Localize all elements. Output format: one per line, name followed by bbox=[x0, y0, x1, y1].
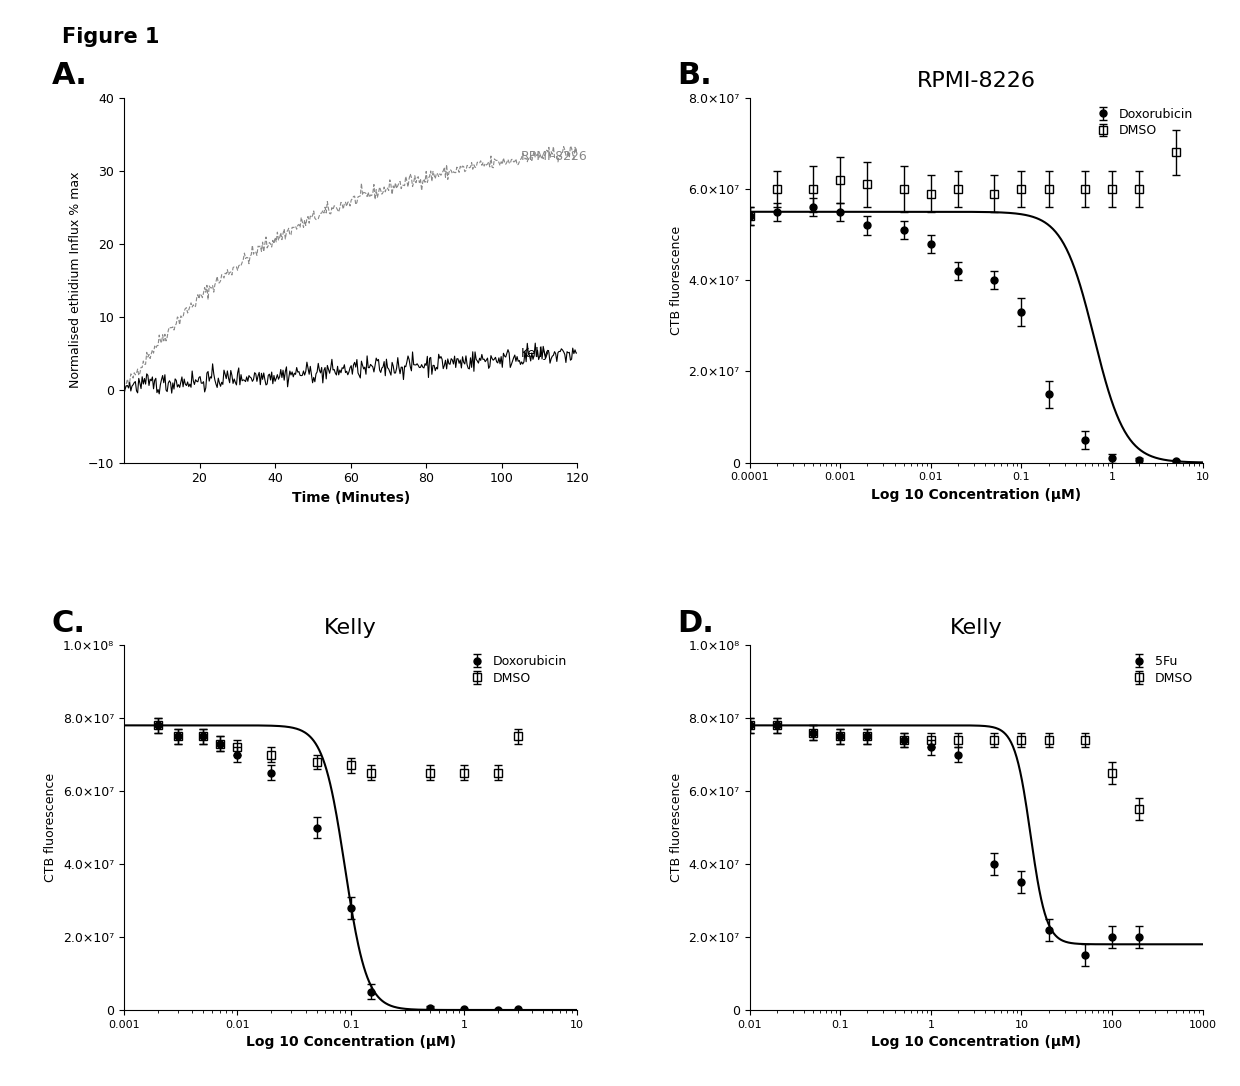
Text: Kelly: Kelly bbox=[521, 346, 551, 359]
X-axis label: Log 10 Concentration (μM): Log 10 Concentration (μM) bbox=[246, 1035, 456, 1049]
Text: C.: C. bbox=[52, 608, 86, 637]
Y-axis label: CTB fluorescence: CTB fluorescence bbox=[670, 226, 683, 334]
Title: Kelly: Kelly bbox=[325, 618, 377, 637]
X-axis label: Time (Minutes): Time (Minutes) bbox=[291, 491, 409, 505]
Text: B.: B. bbox=[677, 61, 712, 90]
Y-axis label: CTB fluorescence: CTB fluorescence bbox=[670, 773, 683, 882]
Text: D.: D. bbox=[677, 608, 714, 637]
Text: Figure 1: Figure 1 bbox=[62, 27, 160, 47]
Y-axis label: CTB fluorescence: CTB fluorescence bbox=[45, 773, 57, 882]
Y-axis label: Normalised ethidium Influx % max: Normalised ethidium Influx % max bbox=[69, 172, 82, 389]
X-axis label: Log 10 Concentration (μM): Log 10 Concentration (μM) bbox=[870, 1035, 1081, 1049]
Legend: Doxorubicin, DMSO: Doxorubicin, DMSO bbox=[464, 652, 572, 689]
Title: RPMI-8226: RPMI-8226 bbox=[916, 71, 1035, 90]
Text: A.: A. bbox=[52, 61, 87, 90]
Legend: 5Fu, DMSO: 5Fu, DMSO bbox=[1126, 652, 1197, 689]
X-axis label: Log 10 Concentration (μM): Log 10 Concentration (μM) bbox=[870, 488, 1081, 502]
Title: Kelly: Kelly bbox=[950, 618, 1002, 637]
Text: RPMI-8226: RPMI-8226 bbox=[521, 150, 588, 163]
Legend: Doxorubicin, DMSO: Doxorubicin, DMSO bbox=[1090, 104, 1197, 141]
